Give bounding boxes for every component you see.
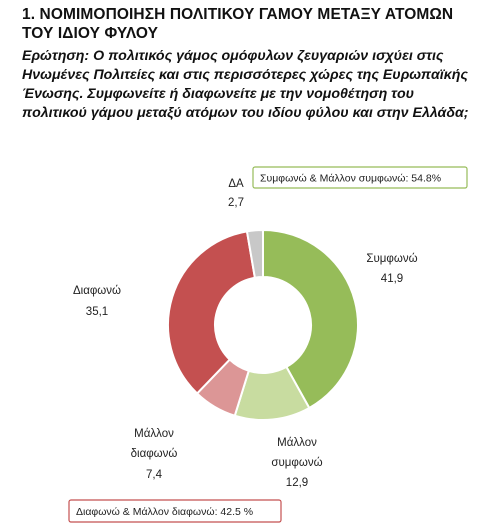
slice-label-somewhat-disagree-value: 7,4 — [146, 469, 163, 481]
annotation-agree-text: Συμφωνώ & Μάλλον συμφωνώ: 54.8% — [260, 173, 441, 185]
slice-agree — [262, 228, 359, 410]
chart-slices — [167, 228, 359, 421]
annotation-agree-box — [252, 166, 468, 189]
slice-label-no-answer: ΔΑ 2,7 — [228, 178, 244, 209]
annotation-disagree-box — [68, 499, 282, 523]
slice-label-agree-name: Συμφωνώ — [366, 253, 417, 265]
donut-chart: Συμφωνώ & Μάλλον συμφωνώ: 54.8% Διαφωνώ … — [0, 160, 492, 531]
slice-label-agree-value: 41,9 — [381, 273, 403, 285]
annotation-disagree-text: Διαφωνώ & Μάλλον διαφωνώ: 42.5 % — [76, 506, 253, 518]
slice-label-somewhat-agree: Μάλλον συμφωνώ 12,9 — [271, 437, 322, 489]
slice-label-somewhat-disagree-name-1: Μάλλον — [134, 428, 174, 440]
slice-label-agree: Συμφωνώ 41,9 — [366, 253, 417, 285]
slice-label-disagree-name: Διαφωνώ — [73, 285, 121, 297]
slice-label-somewhat-agree-name-2: συμφωνώ — [271, 457, 322, 469]
slice-label-no-answer-value: 2,7 — [228, 197, 244, 209]
annotation-disagree: Διαφωνώ & Μάλλον διαφωνώ: 42.5 % — [68, 499, 282, 523]
slice-label-somewhat-disagree-name-2: διαφωνώ — [131, 448, 178, 460]
slice-label-somewhat-agree-value: 12,9 — [286, 477, 308, 489]
donut-chart-svg: Συμφωνώ & Μάλλον συμφωνώ: 54.8% Διαφωνώ … — [68, 166, 468, 523]
page-title: 1. ΝΟΜΙΜΟΠΟΙΗΣΗ ΠΟΛΙΤΙΚΟΥ ΓΑΜΟΥ ΜΕΤΑΞΥ Α… — [22, 6, 454, 42]
slice-label-somewhat-agree-name-1: Μάλλον — [277, 437, 317, 449]
annotation-agree: Συμφωνώ & Μάλλον συμφωνώ: 54.8% — [252, 166, 468, 189]
slice-label-somewhat-disagree: Μάλλον διαφωνώ 7,4 — [131, 428, 178, 481]
question-text: Ερώτηση: Ο πολιτικός γάμος ομόφυλων ζευγ… — [22, 48, 469, 121]
slice-label-disagree: Διαφωνώ 35,1 — [73, 285, 121, 318]
slice-label-no-answer-name: ΔΑ — [228, 178, 244, 190]
slice-disagree — [167, 230, 257, 395]
slice-label-disagree-value: 35,1 — [86, 306, 108, 318]
slice-no-answer — [245, 228, 264, 279]
